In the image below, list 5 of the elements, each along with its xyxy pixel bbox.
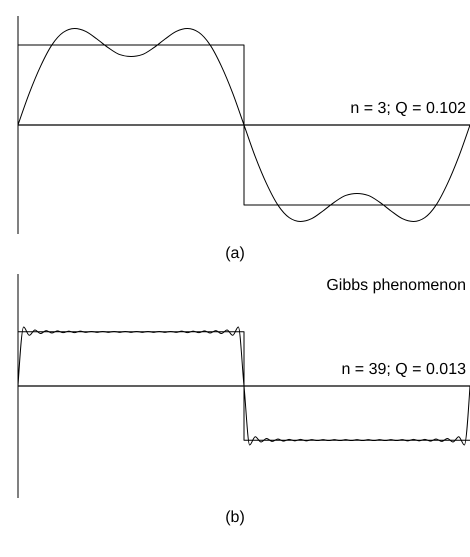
annotation: n = 3; Q = 0.102 xyxy=(350,99,466,119)
text: (a) xyxy=(224,244,246,264)
text: Gibbs phenomenon xyxy=(326,276,466,296)
annotation: n = 39; Q = 0.013 xyxy=(341,360,466,380)
text: (b) xyxy=(224,508,246,528)
